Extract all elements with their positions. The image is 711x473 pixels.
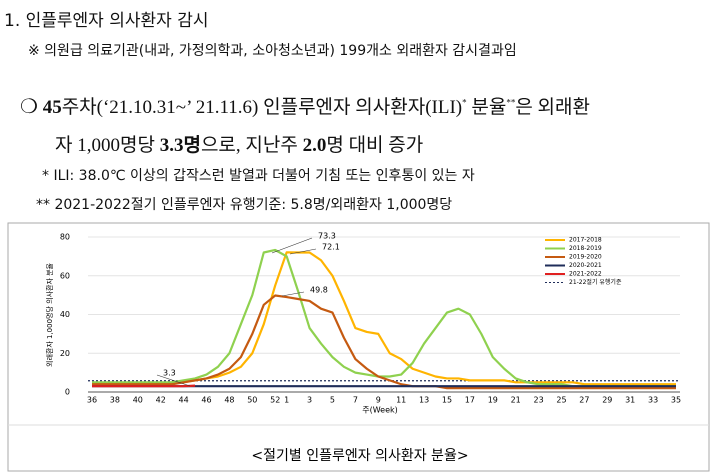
text: 명 대비 증가 bbox=[326, 135, 424, 156]
text: 자 1,000명당 bbox=[55, 135, 160, 156]
annotation: 73.3 bbox=[318, 232, 336, 241]
legend-label: 2017-2018 bbox=[569, 237, 602, 244]
x-tick-label: 46 bbox=[201, 396, 211, 405]
footnote: ** 2021-2022절기 인플루엔자 유행기준: 5.8명/외래환자 1,0… bbox=[36, 197, 453, 213]
annotation: 49.8 bbox=[310, 286, 328, 295]
text: 으로, 지난주 bbox=[200, 135, 303, 156]
x-tick-label: 15 bbox=[442, 396, 452, 405]
x-tick-label: 21 bbox=[511, 396, 521, 405]
text: ** bbox=[506, 97, 516, 108]
series-line bbox=[92, 384, 196, 388]
bullet-line: 자 1,000명당 3.3명으로, 지난주 2.0명 대비 증가 bbox=[55, 130, 423, 157]
text: 45 bbox=[42, 97, 62, 118]
x-label: 주(Week) bbox=[362, 406, 398, 415]
caption: <절기별 인플루엔자 의사환자 분율> bbox=[251, 448, 468, 464]
text: * bbox=[462, 97, 467, 108]
text: 2.0 bbox=[302, 135, 327, 156]
box bbox=[7, 222, 710, 472]
legend-label: 2019-2020 bbox=[569, 254, 602, 261]
x-tick-label: 7 bbox=[353, 396, 358, 405]
x-tick-label: 44 bbox=[179, 396, 189, 405]
x-tick-label: 17 bbox=[465, 396, 475, 405]
bullet-line: ❍ 45주차(‘21.10.31~’ 21.11.6) 인플루엔자 의사환자(I… bbox=[20, 92, 590, 119]
x-tick-label: 38 bbox=[110, 396, 120, 405]
legend-label: 2020-2021 bbox=[569, 262, 602, 269]
x-tick-label: 25 bbox=[556, 396, 566, 405]
x-tick-label: 40 bbox=[133, 396, 143, 405]
legend-label: 2018-2019 bbox=[569, 245, 602, 252]
legend-label: 2021-2022 bbox=[569, 271, 602, 278]
x-tick-label: 27 bbox=[579, 396, 589, 405]
y-tick-label: 60 bbox=[60, 271, 70, 280]
annotation: 72.1 bbox=[322, 243, 340, 252]
annotation: 3.3 bbox=[163, 369, 176, 378]
annotation-leader bbox=[156, 374, 191, 387]
legend-label: 21-22절기 유행기준 bbox=[569, 278, 622, 286]
x-tick-label: 1 bbox=[284, 396, 289, 405]
x-tick-label: 35 bbox=[671, 396, 681, 405]
x-tick-label: 9 bbox=[376, 396, 381, 405]
text: 은 외래환 bbox=[515, 97, 590, 118]
footnote: * ILI: 38.0℃ 이상의 갑작스런 발열과 더불어 기침 또는 인후통이… bbox=[42, 168, 475, 184]
annotation-leader bbox=[271, 237, 313, 254]
x-tick-label: 36 bbox=[87, 396, 97, 405]
x-tick-label: 13 bbox=[419, 396, 429, 405]
y-label: 외래환자 1,000명당 의사환자 분율 bbox=[45, 262, 54, 367]
note: ※ 의원급 의료기관(내과, 가정의학과, 소아청소년과) 199개소 외래환자… bbox=[28, 43, 517, 59]
x-tick-label: 5 bbox=[330, 396, 335, 405]
x-tick-label: 42 bbox=[156, 396, 166, 405]
x-tick-label: 50 bbox=[247, 396, 257, 405]
bullet-symbol: ❍ bbox=[20, 96, 38, 118]
heading: 1. 인플루엔자 의사환자 감시 bbox=[4, 11, 209, 31]
x-tick-label: 52 bbox=[270, 396, 280, 405]
y-tick-label: 40 bbox=[60, 310, 70, 319]
x-tick-label: 29 bbox=[602, 396, 612, 405]
x-tick-label: 19 bbox=[488, 396, 498, 405]
x-tick-label: 23 bbox=[533, 396, 543, 405]
text: 3.3명 bbox=[159, 135, 201, 156]
y-tick-label: 20 bbox=[60, 349, 70, 358]
text: 주차(‘21.10.31~’ 21.11.6) 인플루엔자 의사환자(ILI) bbox=[61, 97, 463, 118]
y-tick-label: 0 bbox=[65, 388, 70, 397]
y-tick-label: 80 bbox=[60, 233, 70, 242]
text: 분율 bbox=[466, 97, 507, 118]
annotation-leader bbox=[281, 291, 305, 297]
x-tick-label: 3 bbox=[307, 396, 312, 405]
x-tick-label: 31 bbox=[625, 396, 635, 405]
annotation-leader bbox=[289, 248, 317, 255]
x-tick-label: 48 bbox=[224, 396, 234, 405]
x-tick-label: 33 bbox=[648, 396, 658, 405]
series-line bbox=[92, 294, 676, 390]
x-tick-label: 11 bbox=[396, 396, 406, 405]
